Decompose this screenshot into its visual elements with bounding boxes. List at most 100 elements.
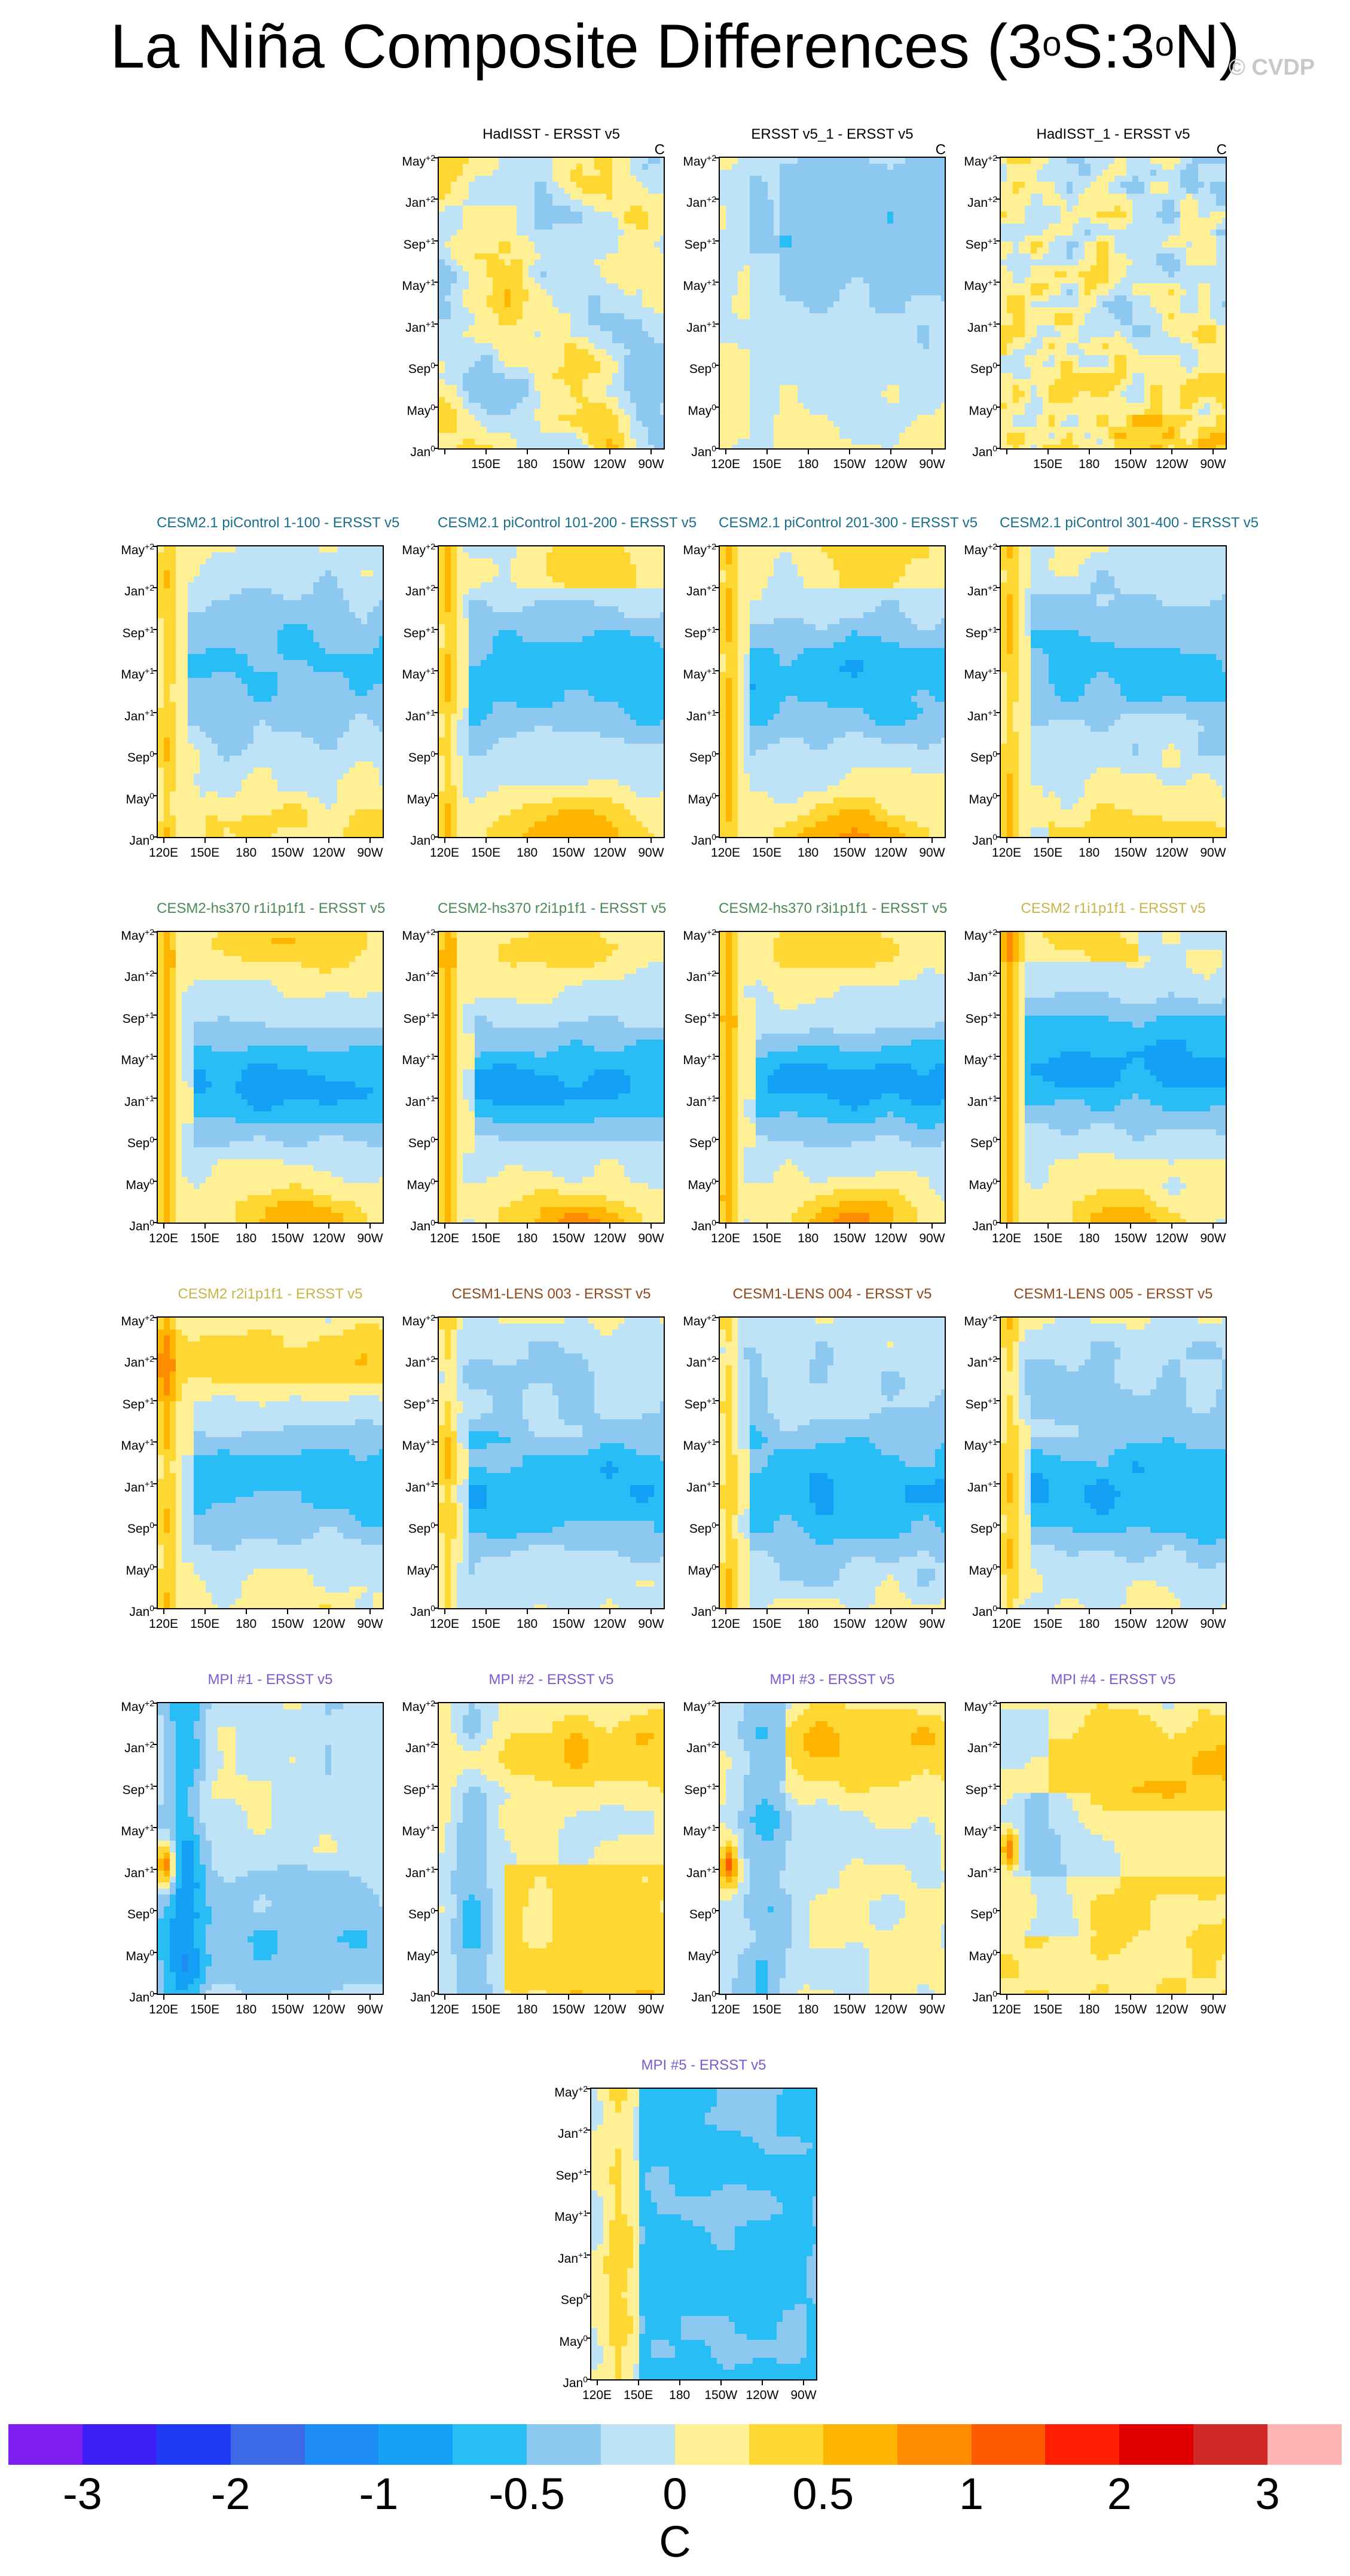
heatmap-cell xyxy=(941,391,945,398)
heatmap-cell xyxy=(875,433,882,439)
heatmap-cell xyxy=(762,355,768,362)
heatmap-cell xyxy=(923,319,930,326)
heatmap-cell xyxy=(1108,212,1115,218)
heatmap-cell xyxy=(499,242,505,248)
heatmap-cell xyxy=(588,331,595,338)
heatmap-cell xyxy=(1198,176,1205,182)
heatmap-cell xyxy=(839,224,846,230)
heatmap-cell xyxy=(1126,331,1133,338)
heatmap-cell xyxy=(1013,277,1019,284)
heatmap-cell xyxy=(756,307,762,314)
heatmap-cell xyxy=(558,188,565,194)
heatmap-cell xyxy=(439,242,445,248)
heatmap-cell xyxy=(845,355,852,362)
heatmap-cell xyxy=(463,265,469,272)
heatmap-cell xyxy=(1019,253,1025,260)
heatmap-cell xyxy=(786,349,792,356)
heatmap-cell xyxy=(911,212,918,218)
heatmap-cell xyxy=(839,182,846,188)
heatmap-cell xyxy=(923,415,930,421)
heatmap-cell xyxy=(929,421,936,427)
heatmap-cell xyxy=(1108,277,1115,284)
heatmap-cell xyxy=(941,158,945,164)
heatmap-cell xyxy=(798,164,804,170)
heatmap-cell xyxy=(804,212,810,218)
heatmap-cell xyxy=(1102,158,1109,164)
y-tick xyxy=(715,198,720,200)
heatmap-cell xyxy=(1210,224,1217,230)
heatmap-cell xyxy=(642,367,649,374)
heatmap-cell xyxy=(1019,265,1025,272)
heatmap-cell xyxy=(792,242,798,248)
heatmap-cell xyxy=(1085,265,1091,272)
heatmap-cell xyxy=(505,164,511,170)
heatmap-cell xyxy=(1138,176,1145,182)
heatmap-cell xyxy=(1210,176,1217,182)
heatmap-cell xyxy=(570,176,577,182)
heatmap-cell xyxy=(1198,242,1205,248)
heatmap-cell xyxy=(810,170,816,176)
heatmap-cell xyxy=(558,224,565,230)
heatmap-cell xyxy=(774,206,780,212)
heatmap-cell xyxy=(857,158,864,164)
heatmap-cell xyxy=(457,439,463,445)
heatmap-cell xyxy=(923,224,930,230)
heatmap-cell xyxy=(780,349,786,356)
heatmap-cell xyxy=(839,289,846,296)
heatmap-cell xyxy=(768,427,774,433)
heatmap-cell xyxy=(457,230,463,236)
heatmap-cell xyxy=(624,206,631,212)
heatmap-cell xyxy=(648,373,655,380)
heatmap-cell xyxy=(845,247,852,254)
heatmap-cell xyxy=(935,164,942,170)
heatmap-cell xyxy=(756,158,762,164)
heatmap-cell xyxy=(756,421,762,427)
heatmap-cell xyxy=(732,259,738,266)
heatmap-cell xyxy=(1049,307,1055,314)
heatmap-cell xyxy=(475,325,481,332)
heatmap-cell xyxy=(899,445,906,448)
heatmap-cell xyxy=(1180,337,1187,344)
heatmap-cell xyxy=(1067,337,1073,344)
heatmap-cell xyxy=(1150,158,1157,164)
heatmap-cell xyxy=(1126,313,1133,320)
heatmap-cell xyxy=(1019,313,1025,320)
heatmap-cell xyxy=(833,331,840,338)
heatmap-cell xyxy=(600,253,607,260)
heatmap-cell xyxy=(893,218,900,224)
heatmap-cell xyxy=(1168,259,1175,266)
heatmap-cell xyxy=(863,325,870,332)
heatmap-cell xyxy=(1073,194,1079,200)
heatmap-cell xyxy=(463,206,469,212)
heatmap-cell xyxy=(786,301,792,308)
heatmap-cell xyxy=(517,445,523,448)
heatmap-cell xyxy=(493,391,499,398)
heatmap-cell xyxy=(845,379,852,386)
heatmap-cell xyxy=(1174,236,1181,242)
heatmap-cell xyxy=(804,361,810,368)
heatmap-cell xyxy=(1198,158,1205,164)
heatmap-cell xyxy=(1222,182,1226,188)
heatmap-cell xyxy=(606,212,613,218)
heatmap-cell xyxy=(929,415,936,421)
heatmap-cell xyxy=(762,331,768,338)
heatmap-cell xyxy=(821,433,828,439)
heatmap-cell xyxy=(660,445,664,448)
heatmap-cell xyxy=(786,385,792,392)
heatmap-cell xyxy=(463,158,469,164)
heatmap-cell xyxy=(469,259,475,266)
heatmap-cell xyxy=(804,439,810,445)
heatmap-cell xyxy=(881,247,888,254)
heatmap-cell xyxy=(618,182,625,188)
heatmap-cell xyxy=(720,397,726,404)
heatmap-cell xyxy=(1108,295,1115,302)
heatmap-cell xyxy=(1013,247,1019,254)
heatmap-cell xyxy=(648,301,655,308)
heatmap-cell xyxy=(941,170,945,176)
heatmap-cell xyxy=(588,319,595,326)
heatmap-cell xyxy=(1091,158,1097,164)
heatmap-cell xyxy=(887,200,894,206)
heatmap-cell xyxy=(1061,253,1067,260)
heatmap-cell xyxy=(1156,313,1163,320)
heatmap-cell xyxy=(648,343,655,350)
